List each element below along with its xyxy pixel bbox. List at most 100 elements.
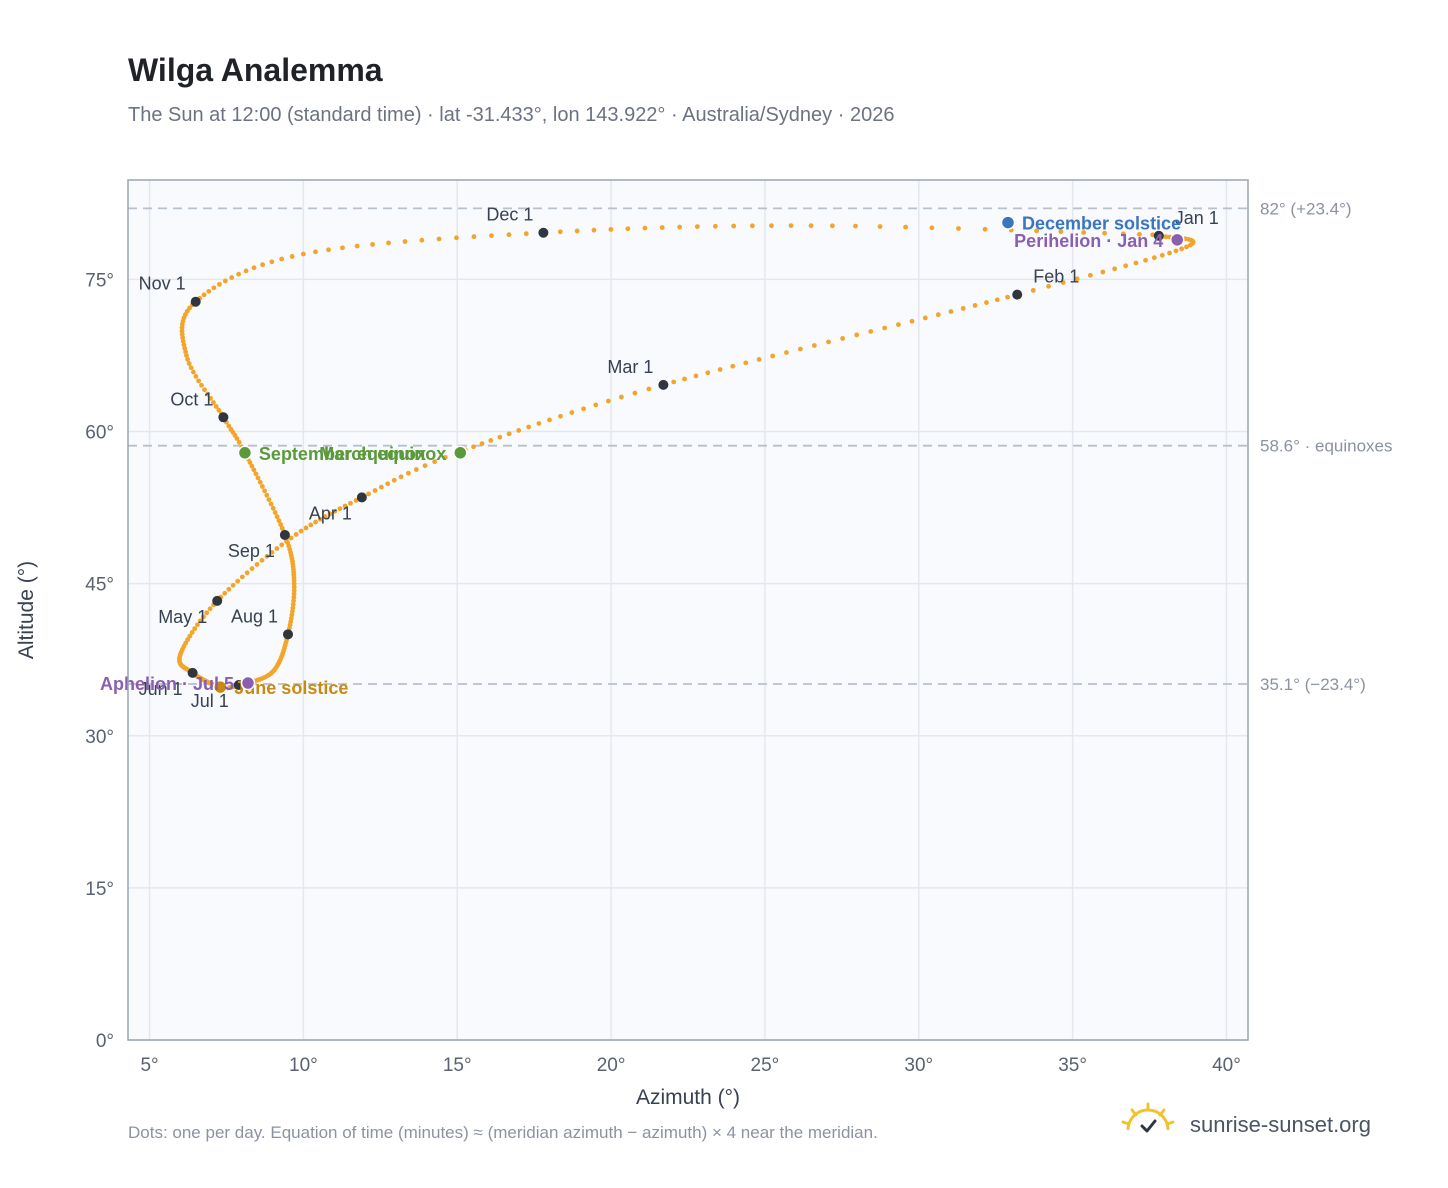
daily-dot — [1034, 228, 1040, 234]
daily-dot — [222, 590, 228, 596]
x-tick-label: 20° — [597, 1055, 626, 1076]
daily-dot — [197, 618, 203, 624]
daily-dot — [642, 225, 648, 231]
month-marker-dot — [283, 629, 293, 640]
daily-dot — [391, 477, 397, 483]
daily-dot — [682, 376, 687, 382]
daily-dot — [204, 610, 210, 616]
daily-dot — [276, 518, 282, 524]
daily-dot — [826, 339, 831, 345]
month-marker-dot — [190, 296, 201, 307]
daily-dot — [1123, 263, 1129, 269]
daily-dot — [731, 223, 737, 229]
daily-dot — [278, 522, 284, 527]
daily-dot — [230, 582, 236, 588]
daily-dot — [516, 428, 522, 433]
daily-dot — [279, 542, 285, 548]
daily-dot — [326, 247, 331, 253]
y-tick-label: 45° — [85, 575, 114, 596]
daily-dot — [646, 386, 652, 392]
daily-dot — [1143, 257, 1148, 263]
daily-dot — [877, 224, 883, 229]
daily-dot — [442, 454, 448, 460]
daily-dot — [593, 402, 599, 408]
daily-dot — [497, 434, 503, 440]
daily-dot — [625, 226, 631, 232]
x-tick-label: 30° — [904, 1055, 933, 1076]
daily-dot — [206, 288, 212, 294]
daily-dot — [405, 470, 411, 476]
axis-ticks: 5° 10° 15° 20° 25° 30° 35° 40° 0° 15° 30° 45° 60° 75° — [85, 270, 1241, 1076]
daily-dot — [712, 223, 718, 229]
daily-dot — [784, 350, 789, 355]
daily-dot — [557, 229, 563, 235]
month-marker-dot — [218, 412, 229, 423]
daily-dot — [558, 413, 563, 419]
daily-dot — [909, 318, 915, 324]
daily-dot — [882, 325, 888, 331]
daily-dot — [269, 259, 275, 265]
event-label: June solstice — [234, 678, 348, 698]
event-marker — [1000, 215, 1016, 230]
daily-dot — [385, 481, 391, 487]
daily-dot — [619, 394, 624, 400]
daily-dot — [956, 226, 961, 231]
daily-dot — [187, 633, 193, 639]
daily-dot — [226, 423, 232, 429]
daily-dot — [285, 540, 291, 546]
daily-dot — [290, 602, 296, 607]
daily-dot — [896, 322, 901, 328]
daily-dot — [868, 329, 874, 334]
daily-dot — [279, 256, 285, 262]
daily-dot — [291, 591, 297, 597]
event-label: March equinox — [319, 444, 446, 464]
daily-dot — [479, 441, 485, 447]
plot-area — [128, 180, 1248, 1040]
daily-dot — [239, 574, 245, 580]
daily-dot — [249, 566, 255, 572]
daily-dot — [207, 606, 213, 612]
daily-dot — [574, 228, 580, 234]
daily-dot — [372, 488, 378, 493]
y-tick-label: 15° — [85, 879, 114, 900]
daily-dot — [251, 467, 257, 473]
daily-dot — [811, 343, 817, 348]
daily-dot — [677, 224, 683, 230]
daily-dot — [211, 285, 217, 291]
daily-dot — [1173, 248, 1179, 254]
daily-dot — [1159, 252, 1165, 258]
daily-dot — [506, 431, 512, 437]
daily-dot — [605, 398, 611, 404]
daily-dot — [903, 224, 909, 230]
daily-dot — [313, 249, 318, 255]
brand-link[interactable]: sunrise-sunset.org — [1190, 1112, 1371, 1137]
daily-dot — [929, 225, 935, 231]
daily-dot — [1179, 246, 1185, 252]
daily-dot — [342, 503, 348, 509]
event-marker — [1169, 232, 1185, 248]
daily-dot — [226, 586, 232, 592]
brand[interactable]: sunrise-sunset.org — [1120, 1100, 1390, 1150]
daily-dot — [187, 305, 192, 311]
daily-dot — [216, 407, 222, 413]
daily-dot — [730, 363, 736, 369]
month-marker-label: Nov 1 — [139, 274, 186, 294]
daily-dot — [984, 300, 989, 305]
daily-dot — [264, 492, 270, 498]
daily-dot — [211, 400, 216, 405]
daily-dot — [436, 236, 442, 242]
event-label: December solstice — [1022, 214, 1181, 234]
daily-dot — [290, 605, 296, 611]
daily-dot — [454, 235, 459, 241]
daily-dot — [1005, 294, 1010, 300]
daily-dot — [523, 231, 529, 237]
daily-dot — [1151, 255, 1157, 261]
daily-dot — [1081, 230, 1087, 235]
month-marker-label: Aug 1 — [231, 606, 278, 626]
month-markers: Jan 1 Feb 1 Mar 1 Apr 1 May 1 Jun 1 Jul 1 Aug 1… — [139, 205, 1219, 711]
x-tick-label: 40° — [1212, 1055, 1241, 1076]
event-marker — [453, 445, 468, 461]
daily-dot — [269, 549, 275, 555]
month-marker-dot — [1153, 230, 1164, 241]
daily-dot — [1120, 231, 1126, 237]
